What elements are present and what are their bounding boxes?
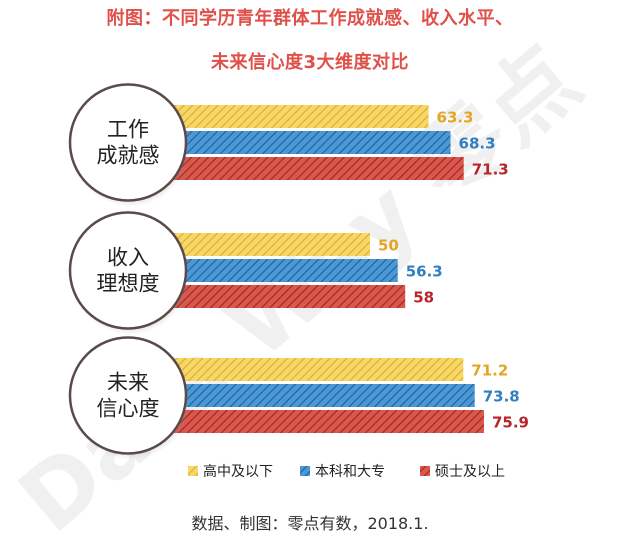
category-label-3-line-2: 信心度 [97,397,160,421]
bar-3-1 [150,358,464,381]
data-label-2-2: 56.3 [406,263,443,281]
data-label-1-1: 63.3 [437,109,474,127]
data-label-3-3: 75.9 [492,414,529,432]
chart-title-line1: 附图：不同学历青年群体工作成就感、收入水平、 [106,8,514,29]
legend: 高中及以下 本科和大专 硕士及以上 [188,463,505,480]
legend-label-2: 本科和大专 [315,464,385,480]
category-circle-2 [68,211,188,330]
bar-1-1 [150,105,429,128]
bar-2-1 [150,233,370,256]
category-label-3-line-1: 未来 [107,371,149,395]
data-label-1-2: 68.3 [459,135,496,153]
category-label-1-line-1: 工作 [107,118,149,142]
legend-label-3: 硕士及以上 [435,464,505,480]
legend-label-1: 高中及以下 [203,463,273,480]
bar-3-3 [150,410,484,433]
data-label-2-3: 58 [413,289,434,307]
bar-1-2 [150,131,451,154]
bar-3-2 [150,384,475,407]
category-label-2-line-2: 理想度 [97,272,160,296]
legend-swatch-1 [188,466,198,476]
bar-1-3 [150,157,464,180]
category-circle-1 [68,83,188,202]
data-label-1-3: 71.3 [472,161,509,179]
chart-title-line2: 未来信心度3大维度对比 [210,52,410,73]
data-label-3-2: 73.8 [483,388,520,406]
bar-2-2 [150,259,398,282]
data-label-2-1: 50 [378,237,399,255]
bar-2-3 [150,285,406,308]
legend-swatch-2 [300,466,310,476]
data-source-note: 数据、制图：零点有数，2018.1. [191,514,429,533]
legend-swatch-3 [420,466,430,476]
bars-layer: 63.3 68.3 71.3 50 56.3 58 71.2 73.8 75.9 [150,105,529,433]
category-label-2-line-1: 收入 [107,246,149,270]
category-circle-3 [68,336,188,455]
data-label-3-1: 71.2 [471,362,508,380]
category-label-1-line-2: 成就感 [97,144,160,168]
